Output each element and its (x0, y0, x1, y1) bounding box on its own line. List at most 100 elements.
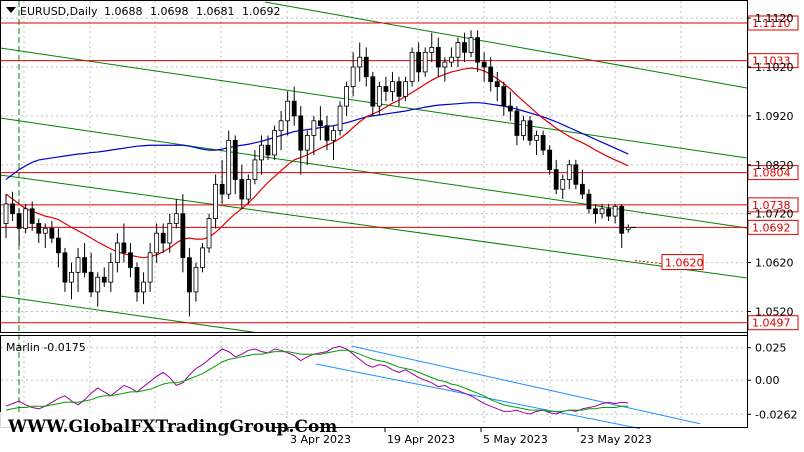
candle-body (36, 223, 42, 234)
candle-body (56, 237, 61, 254)
candle-body (350, 66, 356, 87)
candle-body (304, 135, 310, 151)
price-level-label: 1.0692 (752, 221, 791, 234)
candle-body (540, 135, 546, 151)
candle-body (82, 257, 87, 273)
ohlc-close: 1.0692 (242, 5, 281, 18)
target-box (661, 254, 704, 271)
candle-body (3, 203, 9, 224)
candle-body (75, 257, 81, 273)
candle-body (442, 61, 448, 68)
price-level-label: 1.0497 (752, 317, 791, 330)
candle-body (69, 271, 74, 283)
candle-body (147, 252, 153, 283)
y-tick-label: 1.0920 (755, 110, 794, 123)
candle-body (521, 120, 526, 136)
x-tick-label: 23 May 2023 (580, 433, 652, 446)
candle-body (383, 86, 389, 92)
candle-body (180, 213, 186, 259)
target-label: 1.0620 (665, 257, 704, 270)
candle-body (376, 86, 382, 107)
price-level-label: 1.0804 (752, 167, 791, 180)
ohlc-open: 1.0688 (104, 5, 143, 18)
candle-body (101, 276, 107, 283)
y-tick-label: 1.1120 (755, 12, 794, 25)
candle-body (547, 149, 553, 171)
candle-body (213, 183, 219, 219)
candle-body (390, 81, 395, 92)
candle-body (619, 205, 625, 234)
candle-body (311, 120, 317, 136)
candle-body (206, 218, 212, 249)
moving-average-line (5, 67, 629, 259)
candle-body (88, 271, 94, 293)
candle-body (422, 51, 428, 73)
candle-body (252, 159, 258, 180)
y-tick-label: 1.1020 (755, 61, 794, 74)
price-level-label: 1.0738 (752, 199, 791, 212)
price-level-label: 1.1033 (752, 55, 791, 68)
y-tick-label: 1.0720 (755, 208, 794, 221)
dropdown-triangle-icon[interactable] (6, 7, 16, 13)
candle-body (114, 242, 120, 263)
candle-body (462, 42, 467, 53)
candle-body (475, 37, 481, 63)
candle-body (186, 257, 192, 293)
candle-body (134, 267, 140, 293)
candle-body (226, 139, 232, 195)
candle-body (173, 213, 179, 224)
candle-body (612, 205, 618, 217)
candle-body (560, 179, 566, 190)
ohlc-low: 1.0681 (196, 5, 235, 18)
candle-body (507, 105, 513, 112)
candle-body (128, 252, 133, 268)
candle-body (488, 66, 494, 83)
candle-body (200, 247, 205, 268)
candle-body (154, 232, 160, 254)
price-level-label: 1.1110 (752, 17, 791, 30)
osc-y-tick-label: -0.0262 (755, 408, 797, 421)
price-levels: 1.0620 (1, 22, 747, 324)
candle-body (586, 193, 592, 210)
candle-body (553, 169, 559, 190)
candle-body (278, 120, 284, 131)
y-tick-label: 1.0820 (755, 159, 794, 172)
oscillator-line (5, 345, 629, 415)
chart-title: EURUSD,Daily (20, 5, 98, 18)
candle-body (435, 47, 441, 68)
candle-body (160, 232, 166, 244)
candle-body (599, 208, 605, 215)
x-tick-label: 19 Apr 2023 (387, 433, 455, 446)
candle-body (455, 42, 461, 58)
channel-line (1, 174, 747, 279)
oscillator-channel-line (315, 363, 641, 430)
x-tick-label: 5 May 2023 (483, 433, 548, 446)
candle-body (23, 208, 29, 229)
watermark-background (0, 412, 272, 440)
candle-body (573, 164, 579, 185)
candle-body (193, 267, 199, 293)
channel-line (264, 1, 747, 89)
candle-body (108, 262, 114, 283)
candle-body (429, 47, 435, 53)
candle-body (370, 76, 376, 107)
candle-body (593, 208, 598, 215)
moving-averages (5, 67, 629, 259)
marlin-oscillator (5, 345, 701, 430)
candle-body (580, 183, 585, 195)
candle-body (167, 223, 173, 244)
candle-body (232, 139, 238, 180)
candle-body (337, 105, 343, 131)
candle-body (272, 130, 277, 156)
candle-body (396, 81, 402, 97)
osc-y-tick-label: 0.025 (755, 342, 787, 355)
candle-body (29, 208, 35, 224)
y-tick-label: 1.0520 (755, 305, 794, 318)
candle-body (363, 56, 369, 78)
candle-body (239, 179, 245, 200)
ohlc-high: 1.0698 (150, 5, 189, 18)
candle-body (141, 281, 146, 293)
osc-y-tick-label: 0.00 (755, 374, 780, 387)
candle-body (62, 252, 68, 283)
